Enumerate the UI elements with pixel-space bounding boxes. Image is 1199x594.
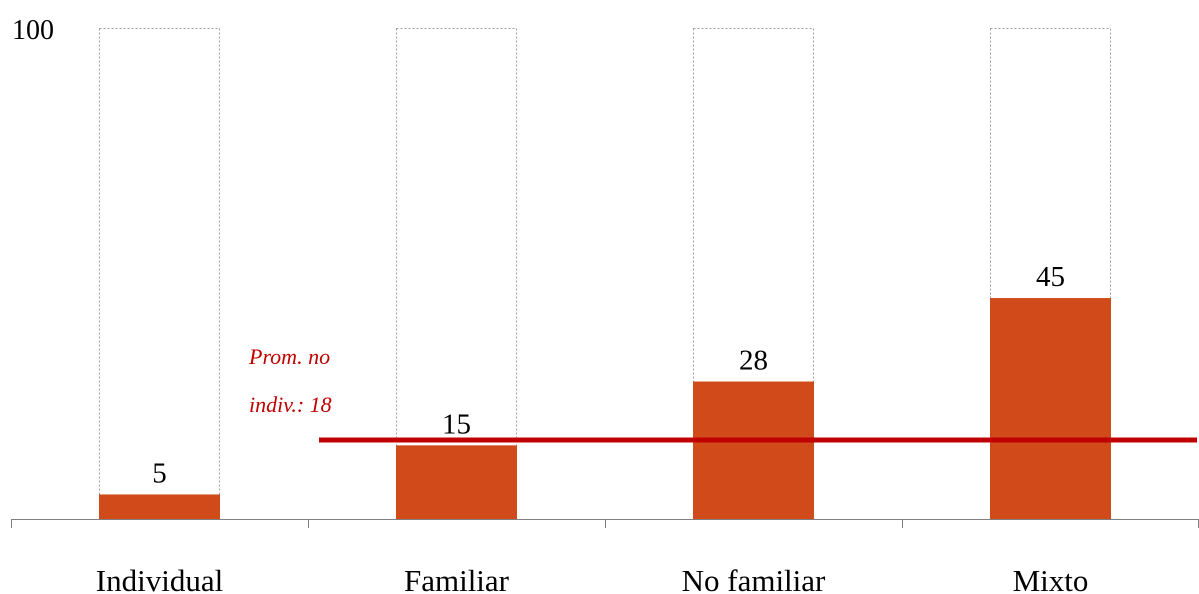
average-label-line-2: indiv.: 18: [249, 392, 332, 417]
bar-0: [99, 494, 220, 519]
category-labels-layer: Individual Familiar No familiar Mixto: [96, 563, 1089, 594]
category-label-0: Individual: [96, 563, 223, 594]
max-outline-2: [693, 28, 814, 520]
value-label-0: 5: [152, 457, 167, 489]
bar-1: [396, 445, 517, 519]
max-outline-0: [99, 28, 220, 520]
bars-layer: [99, 298, 1111, 519]
bar-2: [693, 381, 814, 519]
max-outline-1: [396, 28, 517, 520]
x-axis-ticks: [11, 519, 1199, 528]
value-labels-layer: 5 15 28 45: [152, 261, 1065, 489]
category-label-1: Familiar: [404, 563, 510, 594]
y-axis-max-label: 100: [12, 15, 54, 46]
value-label-3: 45: [1036, 261, 1065, 293]
average-label-line-1: Prom. no: [248, 344, 330, 369]
max-outline-3: [990, 28, 1111, 520]
bar-3: [990, 298, 1111, 519]
max-outline-layer: [99, 28, 1111, 520]
value-label-2: 28: [739, 345, 768, 377]
value-label-1: 15: [442, 408, 471, 440]
category-label-3: Mixto: [1013, 563, 1089, 594]
category-label-2: No familiar: [682, 563, 826, 594]
